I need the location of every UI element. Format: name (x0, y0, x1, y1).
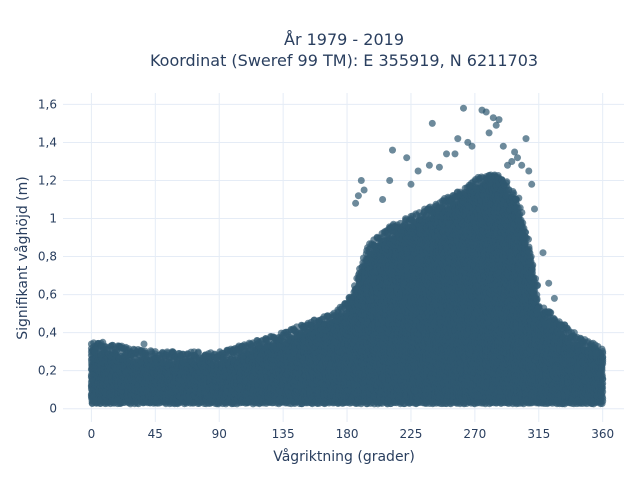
data-points (87, 104, 607, 408)
